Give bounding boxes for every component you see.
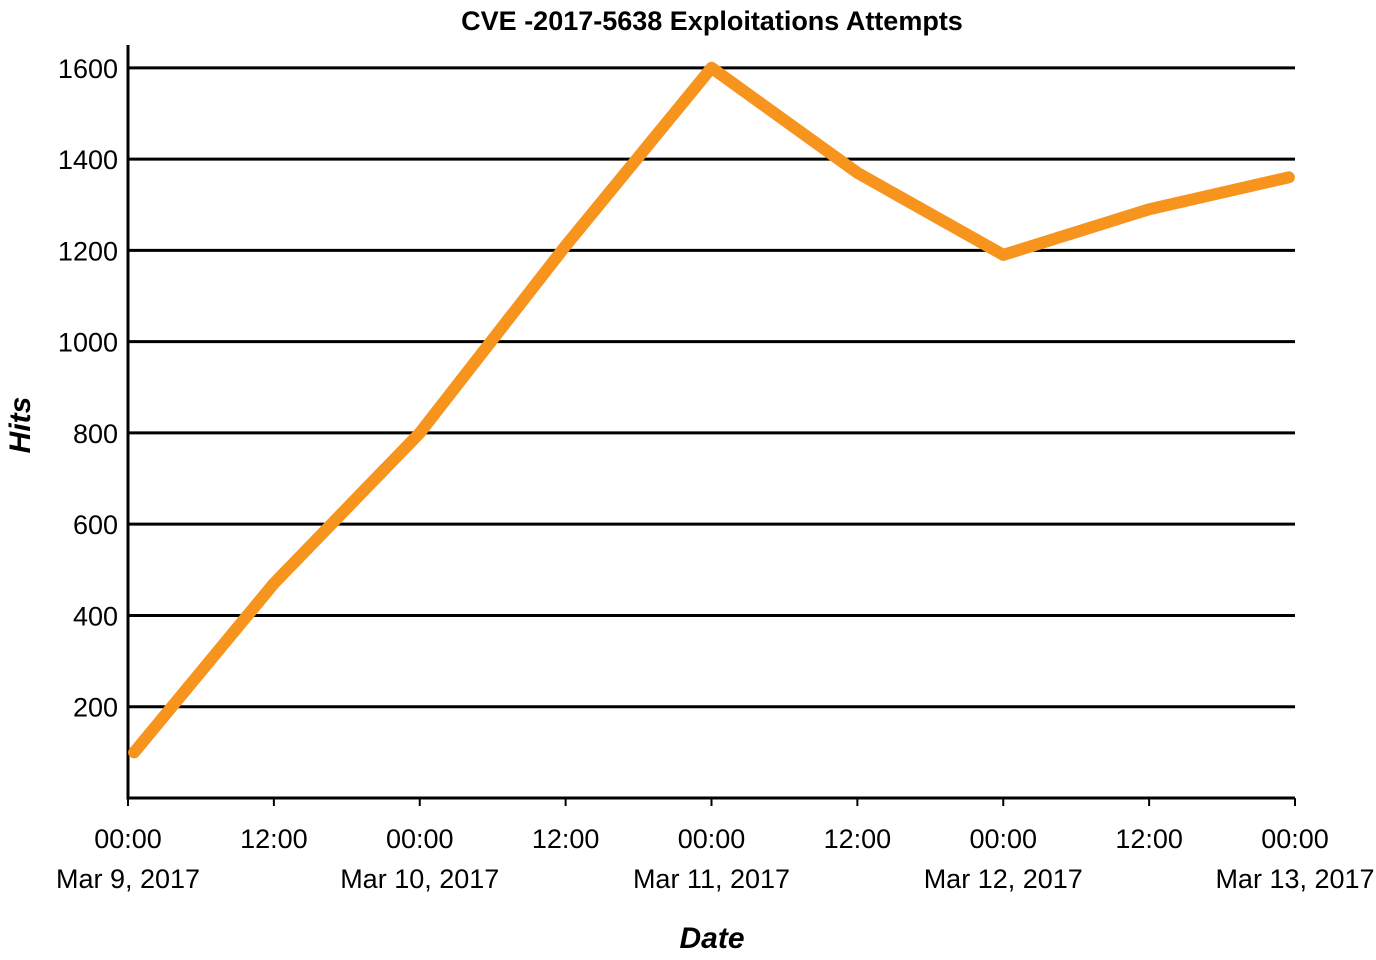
data-point-0 <box>132 750 137 755</box>
x-tick-date-8: Mar 13, 2017 <box>1215 864 1374 894</box>
x-tick-date-4: Mar 11, 2017 <box>633 864 790 894</box>
y-tick-label-600: 600 <box>73 510 118 540</box>
x-tick-date-6: Mar 12, 2017 <box>924 864 1083 894</box>
x-tick-time-7: 12:00 <box>1115 824 1183 854</box>
x-tick-time-3: 12:00 <box>532 824 600 854</box>
y-tick-label-1200: 1200 <box>58 236 118 266</box>
x-tick-time-6: 00:00 <box>969 824 1037 854</box>
x-tick-date-2: Mar 10, 2017 <box>340 864 499 894</box>
x-tick-time-5: 12:00 <box>824 824 892 854</box>
data-point-7 <box>1147 207 1152 212</box>
x-tick-time-8: 00:00 <box>1261 824 1329 854</box>
data-point-4 <box>709 65 714 70</box>
x-tick-time-4: 00:00 <box>678 824 746 854</box>
chart-title: CVE -2017-5638 Exploitations Attempts <box>461 6 963 36</box>
data-point-2 <box>417 430 422 435</box>
y-tick-label-200: 200 <box>73 693 118 723</box>
y-tick-label-800: 800 <box>73 419 118 449</box>
y-axis-label: Hits <box>4 397 37 454</box>
gridlines <box>128 66 1295 709</box>
series-group <box>128 61 1295 759</box>
series-line-0 <box>128 61 1295 759</box>
x-tick-time-2: 00:00 <box>386 824 454 854</box>
y-tick-label-400: 400 <box>73 601 118 631</box>
data-point-5 <box>855 170 860 175</box>
y-tick-label-1400: 1400 <box>58 145 118 175</box>
x-tick-date-0: Mar 9, 2017 <box>56 864 200 894</box>
data-point-1 <box>271 581 276 586</box>
x-tick-labels: 00:00 Mar 9, 2017 12:00 00:00 Mar 10, 2017 12… <box>56 798 1375 894</box>
x-axis-label: Date <box>679 922 744 955</box>
y-tick-label-1000: 1000 <box>58 328 118 358</box>
data-point-8 <box>1286 175 1291 180</box>
data-point-3 <box>563 243 568 248</box>
y-tick-label-1600: 1600 <box>58 54 118 84</box>
data-point-6 <box>1001 252 1006 257</box>
x-tick-time-1: 12:00 <box>240 824 308 854</box>
x-tick-time-0: 00:00 <box>94 824 162 854</box>
y-tick-labels: 200 400 600 800 1000 1200 1400 1600 <box>58 54 118 723</box>
